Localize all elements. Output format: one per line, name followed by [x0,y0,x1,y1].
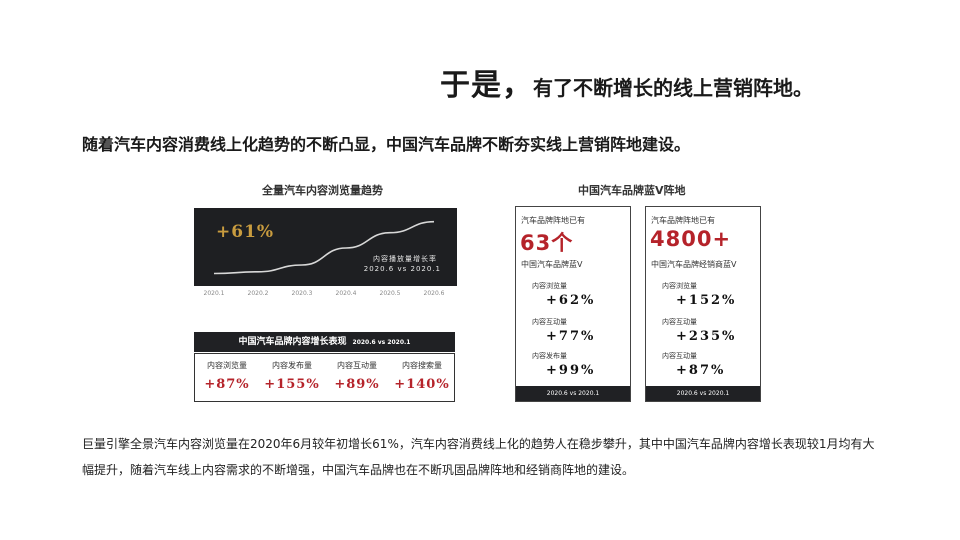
trend-line-svg [213,220,435,275]
growth-cell-label: 内容发布量 [272,361,312,370]
metric-label: 内容互动量 [662,318,697,326]
growth-percent: +61% [216,222,275,242]
page-title-rest: 有了不断增长的线上营销阵地。 [533,76,813,100]
growth-cell-value: +140% [394,377,450,392]
growth-cell-value: +89% [334,377,380,392]
section-subtitle: 随着汽车内容消费线上化趋势的不断凸显，中国汽车品牌不断夯实线上营销阵地建设。 [82,135,691,154]
card-footer: 2020.6 vs 2020.1 [516,386,630,401]
x-axis: 2020.1 2020.2 2020.3 2020.4 2020.5 2020.… [194,290,457,302]
growth-period: 2020.6 vs 2020.1 [363,265,441,273]
card-subtitle: 中国汽车品牌经销商蓝V [651,260,737,269]
metric-value: +62% [546,293,596,308]
growth-table: 内容浏览量 +87% 内容发布量 +155% 内容互动量 +89% 内容搜索量 … [194,353,455,402]
growth-cell-label: 内容互动量 [337,361,377,370]
page-title-lead: 于是， [440,68,533,103]
growth-table-title: 中国汽车品牌内容增长表现 [238,337,347,347]
growth-cell: 内容搜索量 +140% [390,360,454,392]
growth-note: 内容播放量增长率 [373,255,437,263]
browse-trend-chart: +61% 内容播放量增长率 2020.6 vs 2020.1 [194,208,457,286]
growth-cell-label: 内容搜索量 [402,361,442,370]
growth-table-header: 中国汽车品牌内容增长表现 2020.6 vs 2020.1 [194,332,455,352]
summary-paragraph: 巨量引擎全景汽车内容浏览量在2020年6月较年初增长61%，汽车内容消费线上化的… [82,437,875,477]
page-title: 于是，有了不断增长的线上营销阵地。 [440,60,813,104]
metric-label: 内容发布量 [532,352,567,360]
blue-v-card-brands: 汽车品牌阵地已有 63个 中国汽车品牌蓝V 内容浏览量 +62% 内容互动量 +… [515,206,631,402]
metric-value: +235% [676,329,737,344]
growth-cell-value: +155% [264,377,320,392]
growth-cell: 内容浏览量 +87% [195,360,259,392]
x-tick-label: 2020.2 [247,290,269,297]
metric-label: 内容浏览量 [662,282,697,290]
growth-cell: 内容发布量 +155% [260,360,324,392]
card-footer: 2020.6 vs 2020.1 [646,386,760,401]
card-intro: 汽车品牌阵地已有 [521,216,585,225]
trend-line [213,220,435,275]
card-big-number: 4800+ [650,227,732,251]
growth-cell-value: +87% [204,377,250,392]
x-tick-label: 2020.1 [203,290,225,297]
x-tick-label: 2020.3 [291,290,313,297]
metric-value: +152% [676,293,737,308]
card-big-number: 63个 [520,231,574,255]
card-intro: 汽车品牌阵地已有 [651,216,715,225]
metric-label: 内容浏览量 [532,282,567,290]
metric-label: 内容互动量 [662,352,697,360]
growth-cell-label: 内容浏览量 [207,361,247,370]
growth-cell: 内容互动量 +89% [325,360,389,392]
growth-table-date: 2020.6 vs 2020.1 [352,339,411,346]
metric-label: 内容互动量 [532,318,567,326]
metric-value: +87% [676,363,726,378]
browse-chart-title: 全量汽车内容浏览量趋势 [262,184,383,197]
metric-value: +99% [546,363,596,378]
metric-value: +77% [546,329,596,344]
x-tick-label: 2020.4 [335,290,357,297]
x-tick-label: 2020.6 [423,290,445,297]
blue-v-title: 中国汽车品牌蓝V阵地 [578,184,686,197]
blue-v-card-dealers: 汽车品牌阵地已有 4800+ 中国汽车品牌经销商蓝V 内容浏览量 +152% 内… [645,206,761,402]
card-subtitle: 中国汽车品牌蓝V [521,260,583,269]
x-tick-label: 2020.5 [379,290,401,297]
